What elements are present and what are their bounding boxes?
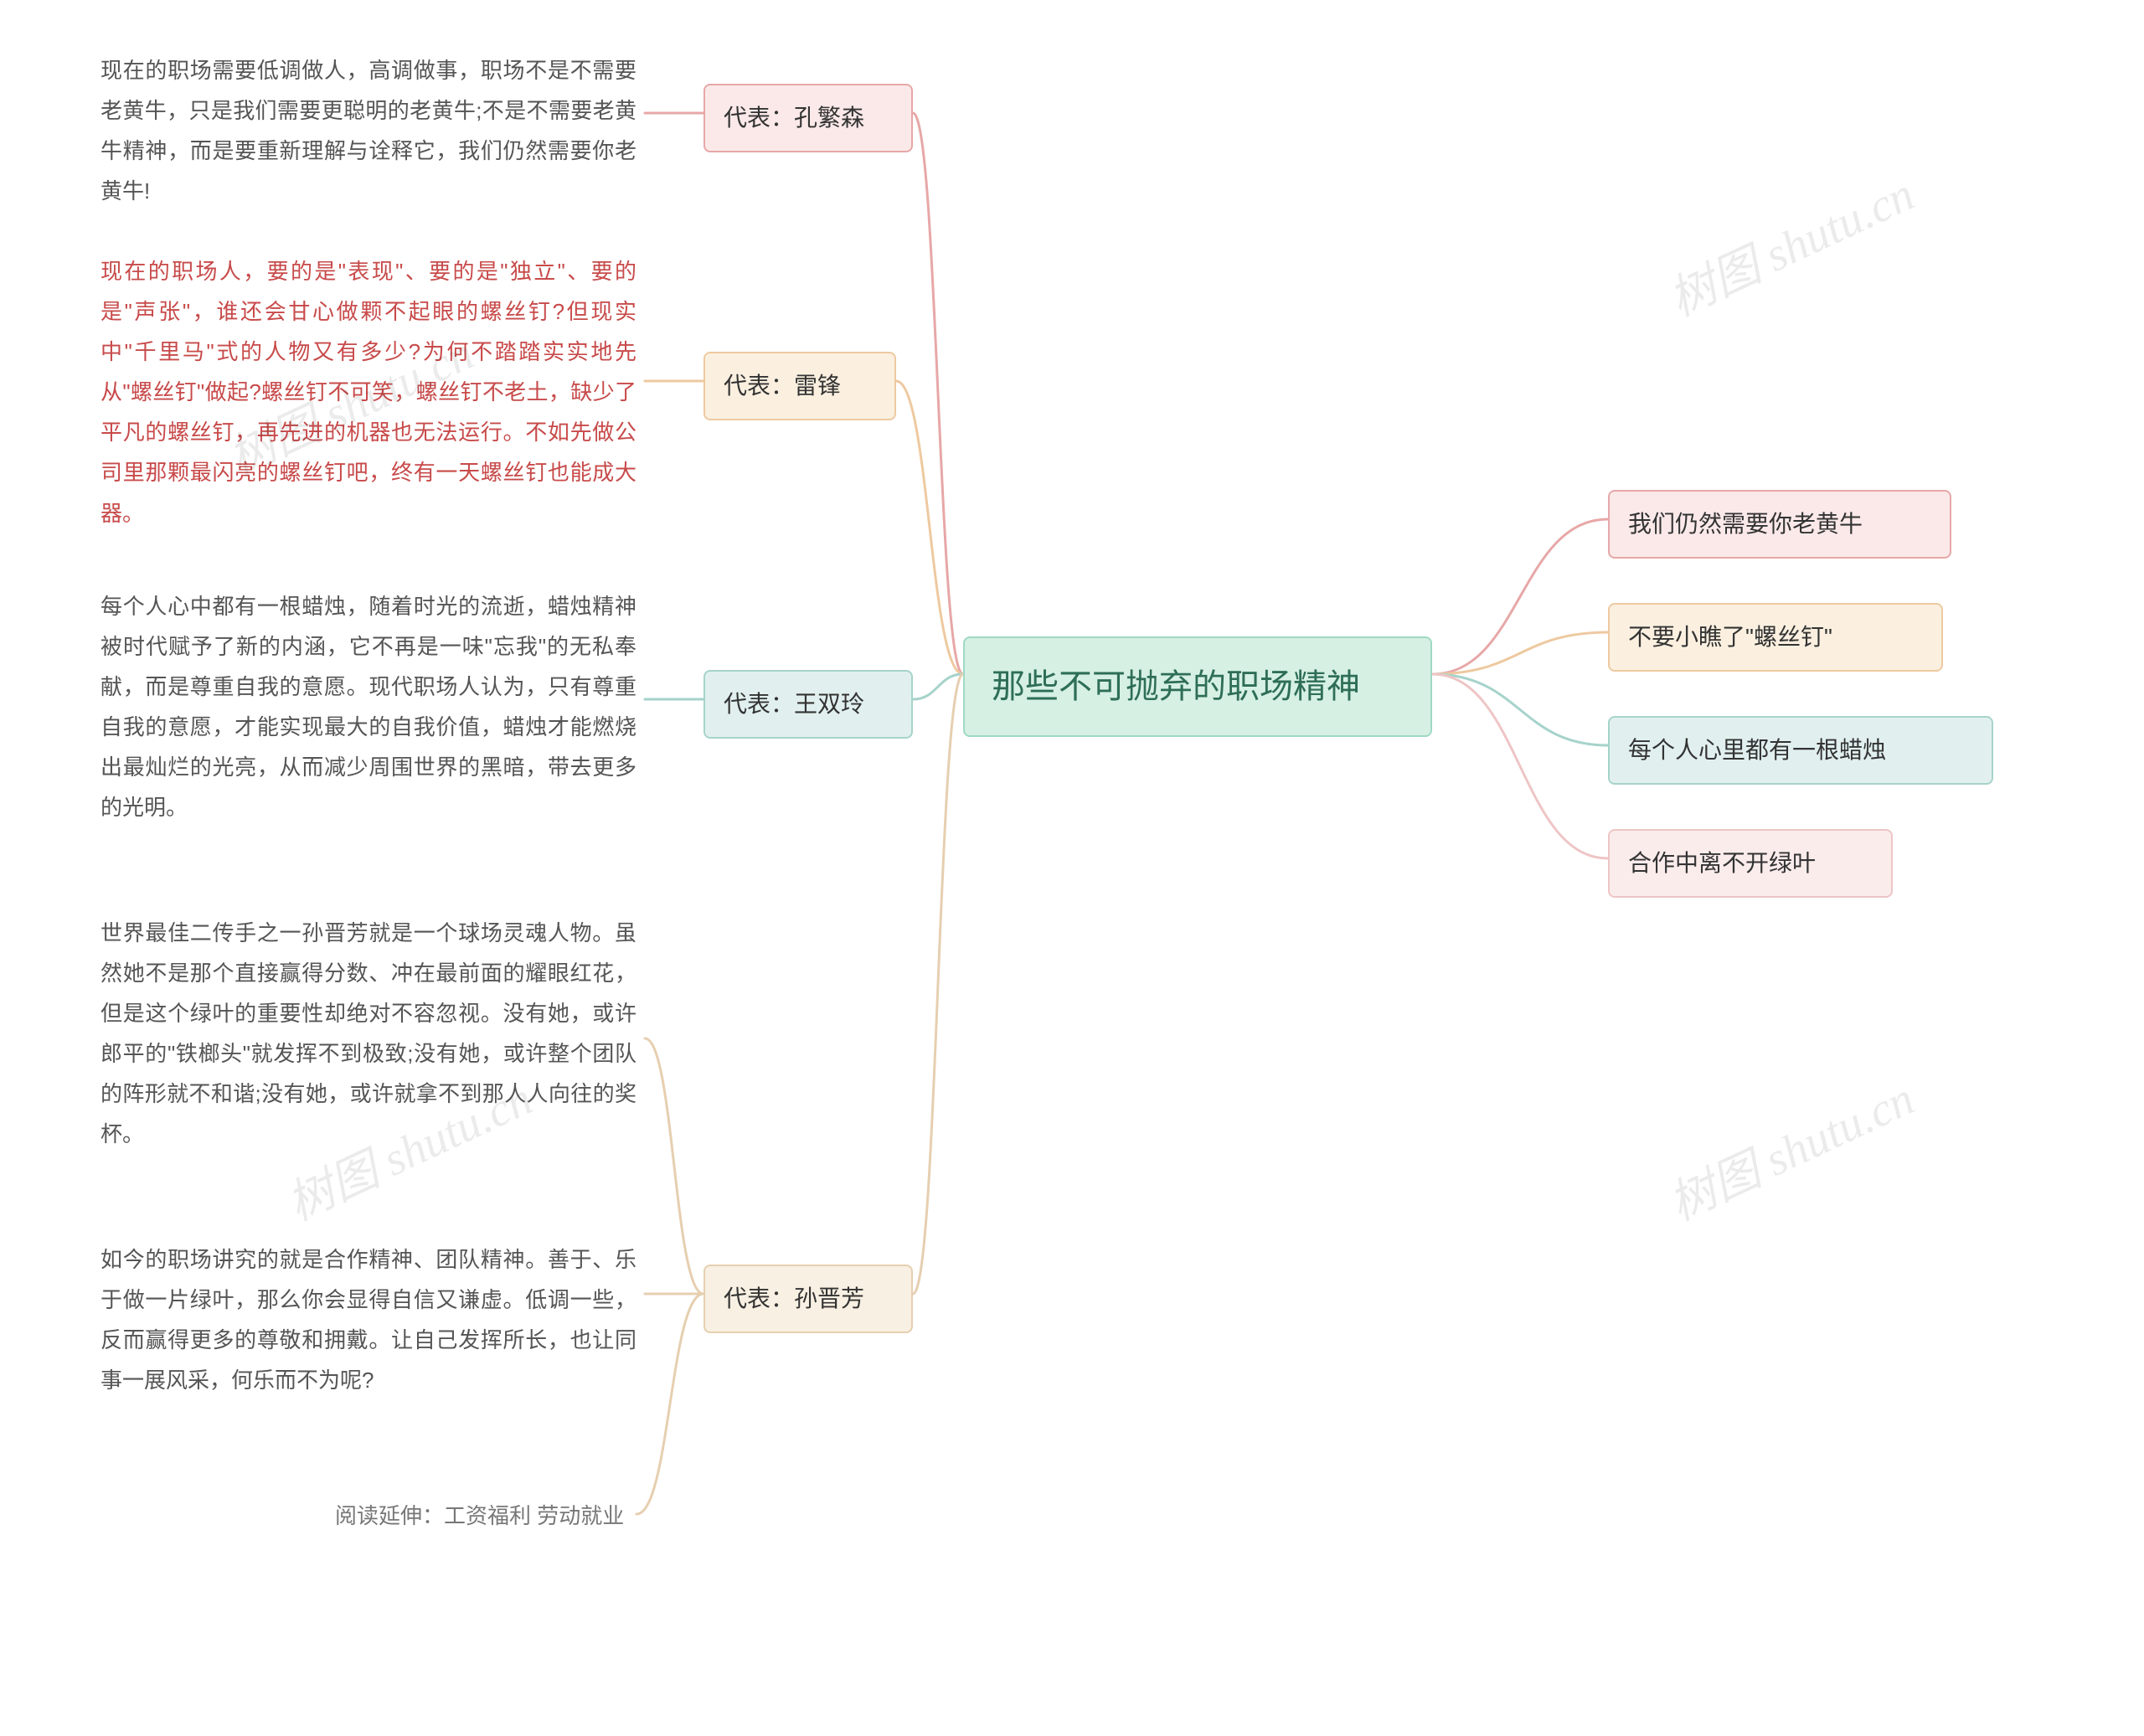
para-kongfansen: 现在的职场需要低调做人，高调做事，职场不是不需要老黄牛，只是我们需要更聪明的老黄… — [100, 50, 636, 211]
watermark: 树图 shutu.cn — [1657, 1061, 1924, 1234]
root-node: 那些不可抛弃的职场精神 — [963, 636, 1432, 737]
para-sunjinfang-1: 世界最佳二传手之一孙晋芳就是一个球场灵魂人物。虽然她不是那个直接赢得分数、冲在最… — [100, 913, 636, 1155]
para-leifeng: 现在的职场人，要的是"表现"、要的是"独立"、要的是"声张"，谁还会甘心做颗不起… — [100, 251, 636, 533]
para-wangshuangling: 每个人心中都有一根蜡烛，随着时光的流逝，蜡烛精神被时代赋予了新的内涵，它不再是一… — [100, 586, 636, 828]
right-branch-leaf: 合作中离不开绿叶 — [1608, 829, 1893, 898]
right-branch-screw: 不要小瞧了"螺丝钉" — [1608, 603, 1943, 672]
watermark: 树图 shutu.cn — [1657, 157, 1924, 329]
footer-reading: 阅读延伸：工资福利 劳动就业 — [335, 1499, 624, 1530]
left-branch-kongfansen: 代表：孔繁森 — [704, 84, 913, 152]
mindmap-canvas: 那些不可抛弃的职场精神 代表：孔繁森 代表：雷锋 代表：王双玲 代表：孙晋芳 我… — [0, 0, 2144, 1736]
left-branch-wangshuangling: 代表：王双玲 — [704, 670, 913, 739]
left-branch-sunjinfang: 代表：孙晋芳 — [704, 1265, 913, 1333]
left-branch-leifeng: 代表：雷锋 — [704, 352, 896, 420]
right-branch-ox: 我们仍然需要你老黄牛 — [1608, 490, 1951, 559]
para-sunjinfang-2: 如今的职场讲究的就是合作精神、团队精神。善于、乐于做一片绿叶，那么你会显得自信又… — [100, 1239, 636, 1400]
right-branch-candle: 每个人心里都有一根蜡烛 — [1608, 716, 1993, 785]
